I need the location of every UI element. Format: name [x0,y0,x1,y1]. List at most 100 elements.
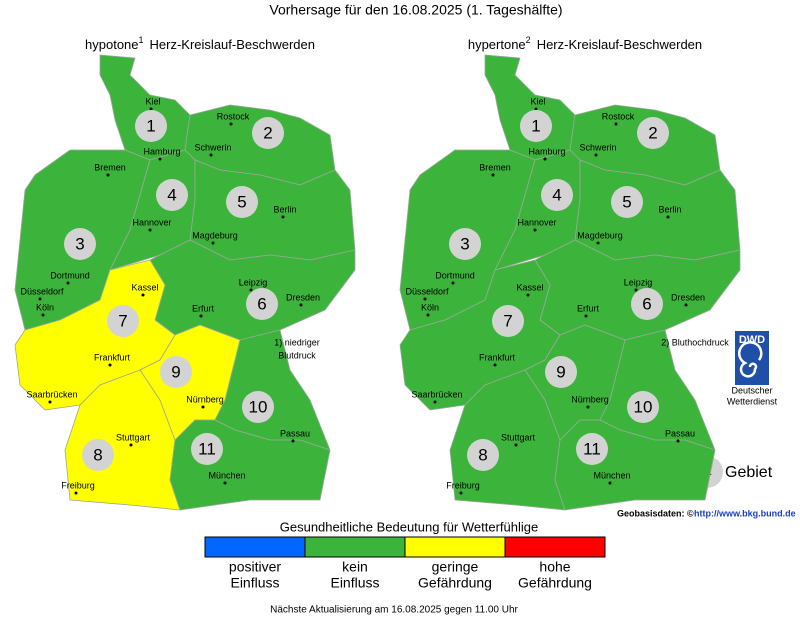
region-number: 6 [642,294,651,313]
region-badge [520,110,552,142]
city-dot [149,107,153,111]
region-badge [226,186,258,218]
region-number: 2 [263,123,272,142]
region-badge [576,433,608,465]
region-number: 7 [503,311,512,330]
map: hypertone2 Herz-Kreislauf-BeschwerdenKiel… [399,35,741,511]
city-label: Leipzig [239,277,268,287]
city-dot [423,297,427,301]
city-dot [229,122,233,126]
city-label: Kiel [530,96,545,106]
city-label: Frankfurt [94,352,131,362]
region [484,54,576,161]
city-label: Düsseldorf [20,286,64,296]
city-label: Bremen [479,162,511,172]
city-label: Magdeburg [192,230,238,240]
legend-label: kein [342,559,368,575]
city-label: Nürnberg [186,394,224,404]
title-prefix: hypotone [85,37,139,52]
city-label: Saarbrücken [26,389,77,399]
region-number: 3 [460,234,469,253]
city-dot [586,405,590,409]
region-badge [135,110,167,142]
city-label: Rostock [602,111,635,121]
region-number: 10 [634,397,653,416]
city-label: Schwerin [194,142,231,152]
city-label: Kiel [145,96,160,106]
city-dot [158,157,162,161]
city-label: Kassel [131,282,158,292]
city-label: Berlin [273,204,296,214]
region-number: 11 [583,439,601,458]
region-number: 9 [556,362,565,381]
city-label: Düsseldorf [405,286,449,296]
city-dot [614,122,618,126]
region-number: 4 [552,185,561,204]
city-label: Schwerin [579,142,616,152]
map-title: hypotone1 Herz-Kreislauf-Beschwerden [85,35,315,52]
city-label: Passau [280,428,310,438]
legend-label: geringe [432,559,479,575]
city-label: Bremen [94,162,126,172]
city-label: Rostock [217,111,250,121]
city-label: Frankfurt [479,352,516,362]
city-dot [596,241,600,245]
city-dot [594,153,598,157]
city-dot [141,293,145,297]
region-badge [492,305,524,337]
legend-label: Gefährdung [418,575,492,591]
region-badge [611,186,643,218]
city-label: Saarbrücken [411,389,462,399]
city-label: Hannover [517,217,556,227]
city-label: Hannover [132,217,171,227]
legend-title: Gesundheitliche Bedeutung für Wetterfühl… [280,519,538,534]
city-dot [249,288,253,292]
region-number: 3 [75,234,84,253]
city-dot [41,313,45,317]
city-dot [291,439,295,443]
city-dot [533,228,537,232]
logo-caption: Deutscher [731,385,772,395]
source-link[interactable]: http://www.bkg.bund.de [694,508,796,518]
city-dot [209,153,213,157]
region-number: 7 [118,311,127,330]
region-badge [627,391,659,423]
region-badge [545,356,577,388]
region-badge [631,288,663,320]
city-label: Dresden [671,292,705,302]
city-label: Freiburg [446,480,480,490]
region-badge [82,439,114,471]
city-dot [534,107,538,111]
city-dot [129,443,133,447]
city-dot [666,215,670,219]
city-dot [584,314,588,318]
city-dot [199,314,203,318]
city-label: München [208,470,245,480]
city-label: Kassel [516,282,543,292]
dwd-logo: DWD [735,331,769,385]
map-note: 1) niedriger [274,337,320,347]
region-badge [160,356,192,388]
city-label: München [593,470,630,480]
region-number: 8 [93,445,102,464]
source-label: Geobasisdaten: © [617,508,694,518]
region-number: 1 [531,116,540,135]
region-badge [637,117,669,149]
city-dot [491,173,495,177]
region-badge [64,228,96,260]
region-badge [541,179,573,211]
city-label: Stuttgart [116,432,151,442]
map: hypotone1 Herz-Kreislauf-Beschwerden Kiel R… [14,35,356,511]
region-number: 11 [198,439,216,458]
legend-swatch [304,536,406,558]
city-dot [634,288,638,292]
page-title: Vorhersage für den 16.08.2025 (1. Tagesh… [269,2,562,18]
region-number: 9 [171,362,180,381]
legend-label: Einfluss [330,575,379,591]
region-number: 2 [648,123,657,142]
logo-swirl [738,341,763,378]
city-dot [543,157,547,161]
city-label: Stuttgart [501,432,536,442]
region-badge [242,391,274,423]
city-dot [108,363,112,367]
